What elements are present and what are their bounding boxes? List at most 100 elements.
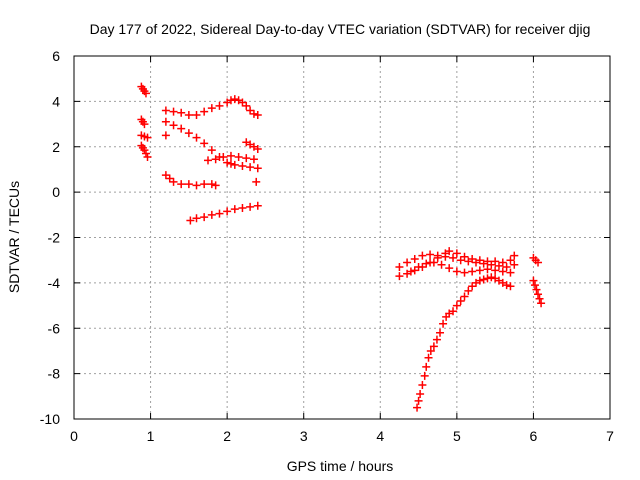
data-point-marker — [238, 204, 247, 213]
data-point-marker — [226, 151, 235, 160]
data-point-marker — [429, 258, 438, 267]
data-point-marker — [532, 285, 541, 294]
data-point-marker — [445, 247, 454, 256]
data-point-marker — [253, 201, 262, 210]
data-point-marker — [529, 276, 538, 285]
data-point-marker — [498, 258, 507, 267]
data-point-marker — [253, 110, 262, 119]
data-point-marker — [207, 146, 216, 155]
data-point-marker — [445, 264, 454, 273]
data-point-marker — [207, 104, 216, 113]
data-point-marker — [242, 154, 251, 163]
x-tick-label: 5 — [453, 428, 461, 444]
data-point-marker — [452, 249, 461, 258]
data-point-marker — [429, 342, 438, 351]
x-tick-label: 6 — [530, 428, 538, 444]
data-point-marker — [406, 267, 415, 276]
data-point-marker — [426, 346, 435, 355]
data-point-marker — [204, 156, 212, 165]
y-tick-label: 6 — [52, 48, 60, 64]
data-point-marker — [230, 95, 239, 104]
data-point-marker — [186, 216, 195, 225]
data-point-marker — [211, 155, 220, 164]
data-point-marker — [226, 159, 235, 168]
data-point-marker — [200, 213, 209, 222]
data-point-marker — [177, 108, 186, 117]
point-group — [406, 258, 515, 277]
data-point-marker — [184, 129, 193, 138]
y-tick-label: -8 — [48, 366, 61, 382]
data-point-marker — [215, 101, 224, 110]
data-point-marker — [449, 307, 458, 316]
x-tick-label: 3 — [300, 428, 308, 444]
data-point-marker — [436, 328, 445, 337]
data-point-marker — [418, 251, 427, 260]
point-group — [137, 115, 152, 161]
data-point-marker — [510, 260, 519, 269]
data-point-marker — [219, 152, 228, 161]
data-point-marker — [161, 106, 170, 115]
data-point-marker — [242, 101, 251, 110]
data-point-marker — [230, 205, 239, 214]
data-point-marker — [479, 275, 488, 284]
data-point-marker — [192, 133, 201, 142]
x-tick-label: 0 — [70, 428, 78, 444]
y-tick-label: -6 — [48, 320, 61, 336]
data-point-marker — [475, 266, 484, 275]
data-point-marker — [192, 181, 201, 190]
data-point-marker — [223, 158, 232, 167]
data-point-marker — [184, 110, 193, 119]
data-point-marker — [426, 250, 435, 259]
data-point-marker — [414, 262, 423, 271]
data-point-marker — [395, 272, 404, 281]
y-tick-label: -4 — [48, 275, 61, 291]
data-point-marker — [161, 131, 170, 140]
x-axis-label: GPS time / hours — [287, 458, 394, 474]
data-point-marker — [491, 257, 500, 266]
data-point-marker — [475, 276, 484, 285]
data-point-marker — [510, 251, 519, 260]
data-point-marker — [253, 164, 262, 173]
data-point-marker — [506, 268, 515, 277]
y-tick-label: 4 — [52, 93, 60, 109]
x-tick-labels: 0 1 2 3 4 5 6 7 — [70, 428, 614, 444]
data-point-marker — [420, 371, 429, 380]
data-point-marker — [487, 273, 496, 282]
point-group — [161, 131, 262, 186]
data-point-marker — [475, 256, 484, 265]
y-tick-label: -10 — [40, 411, 60, 427]
grid-lines — [74, 56, 610, 419]
data-point-marker — [169, 177, 178, 186]
data-point-marker — [422, 259, 431, 268]
data-point-marker — [143, 152, 152, 161]
x-tick-label: 2 — [223, 428, 231, 444]
x-tick-label: 1 — [147, 428, 155, 444]
data-point-marker — [200, 107, 209, 116]
data-point-marker — [413, 403, 422, 412]
data-point-marker — [161, 117, 170, 126]
data-point-marker — [460, 292, 469, 301]
y-tick-label: -2 — [48, 230, 61, 246]
data-point-marker — [498, 267, 507, 276]
point-group — [186, 201, 262, 225]
x-tick-label: 4 — [376, 428, 384, 444]
data-point-marker — [483, 274, 492, 283]
y-axis-label: SDTVAR / TECUs — [6, 181, 22, 293]
data-point-marker — [502, 281, 511, 290]
data-point-marker — [502, 262, 511, 271]
data-point-marker — [535, 294, 544, 303]
data-point-marker — [207, 180, 216, 189]
point-group — [395, 250, 519, 271]
data-point-marker — [226, 96, 235, 105]
data-point-marker — [141, 89, 150, 98]
data-point-marker — [491, 266, 500, 275]
data-point-marker — [215, 209, 224, 218]
data-point-marker — [253, 145, 262, 154]
data-point-marker — [422, 362, 431, 371]
data-point-marker — [252, 177, 261, 186]
data-point-marker — [246, 163, 255, 172]
data-point-marker — [230, 160, 239, 169]
point-group — [137, 82, 150, 98]
data-point-marker — [534, 290, 543, 299]
data-point-marker — [238, 162, 247, 171]
